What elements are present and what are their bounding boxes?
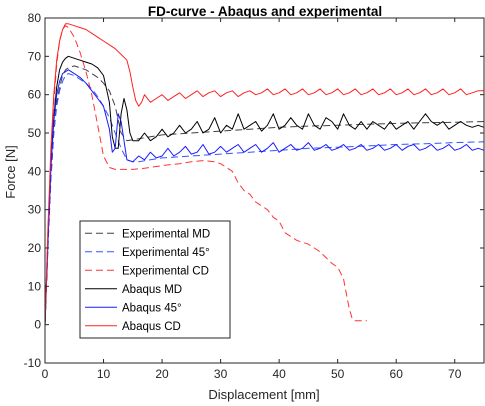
y-axis-label: Force [N]: [3, 145, 18, 198]
legend-label-4: Abaqus MD: [122, 284, 182, 296]
x-tick-label: 20: [155, 367, 169, 381]
series-line-4: [44, 55, 485, 325]
legend-label-1: Experimental MD: [122, 228, 210, 240]
x-tick-label: 0: [42, 367, 49, 381]
x-tick-label: 70: [448, 367, 462, 381]
series-line-1: [44, 65, 485, 325]
x-axis-label: Displacement [mm]: [208, 387, 319, 402]
x-tick-label: 60: [390, 367, 404, 381]
legend-box: [79, 220, 231, 339]
legend-label-6: Abaqus CD: [122, 321, 181, 333]
y-tick-label: 0: [34, 318, 41, 332]
y-tick-label: 50: [28, 126, 42, 140]
y-tick-label: -10: [24, 356, 42, 370]
y-tick-label: 70: [28, 49, 42, 63]
legend-label-3: Experimental CD: [122, 265, 209, 277]
x-tick-label: 50: [331, 367, 345, 381]
y-tick-label: 20: [28, 241, 42, 255]
x-tick-label: 40: [272, 367, 286, 381]
series-line-2: [44, 73, 485, 325]
y-tick-label: 60: [28, 88, 42, 102]
series-line-6: [44, 23, 484, 325]
x-tick-label: 30: [214, 367, 228, 381]
legend-label-2: Experimental 45°: [122, 247, 210, 259]
axes-frame: [44, 17, 485, 364]
x-tick-label: 10: [97, 367, 111, 381]
chart-title: FD-curve - Abaqus and experimental: [148, 4, 382, 19]
y-tick-label: 40: [28, 164, 42, 178]
series-line-3: [44, 25, 367, 325]
y-tick-label: 80: [28, 11, 42, 25]
y-tick-label: 30: [28, 203, 42, 217]
y-tick-label: 10: [28, 279, 42, 293]
legend: Experimental MD Experimental 45° Experimen…: [79, 220, 231, 339]
legend-label-5: Abaqus 45°: [122, 302, 182, 314]
series-line-5: [44, 69, 485, 325]
